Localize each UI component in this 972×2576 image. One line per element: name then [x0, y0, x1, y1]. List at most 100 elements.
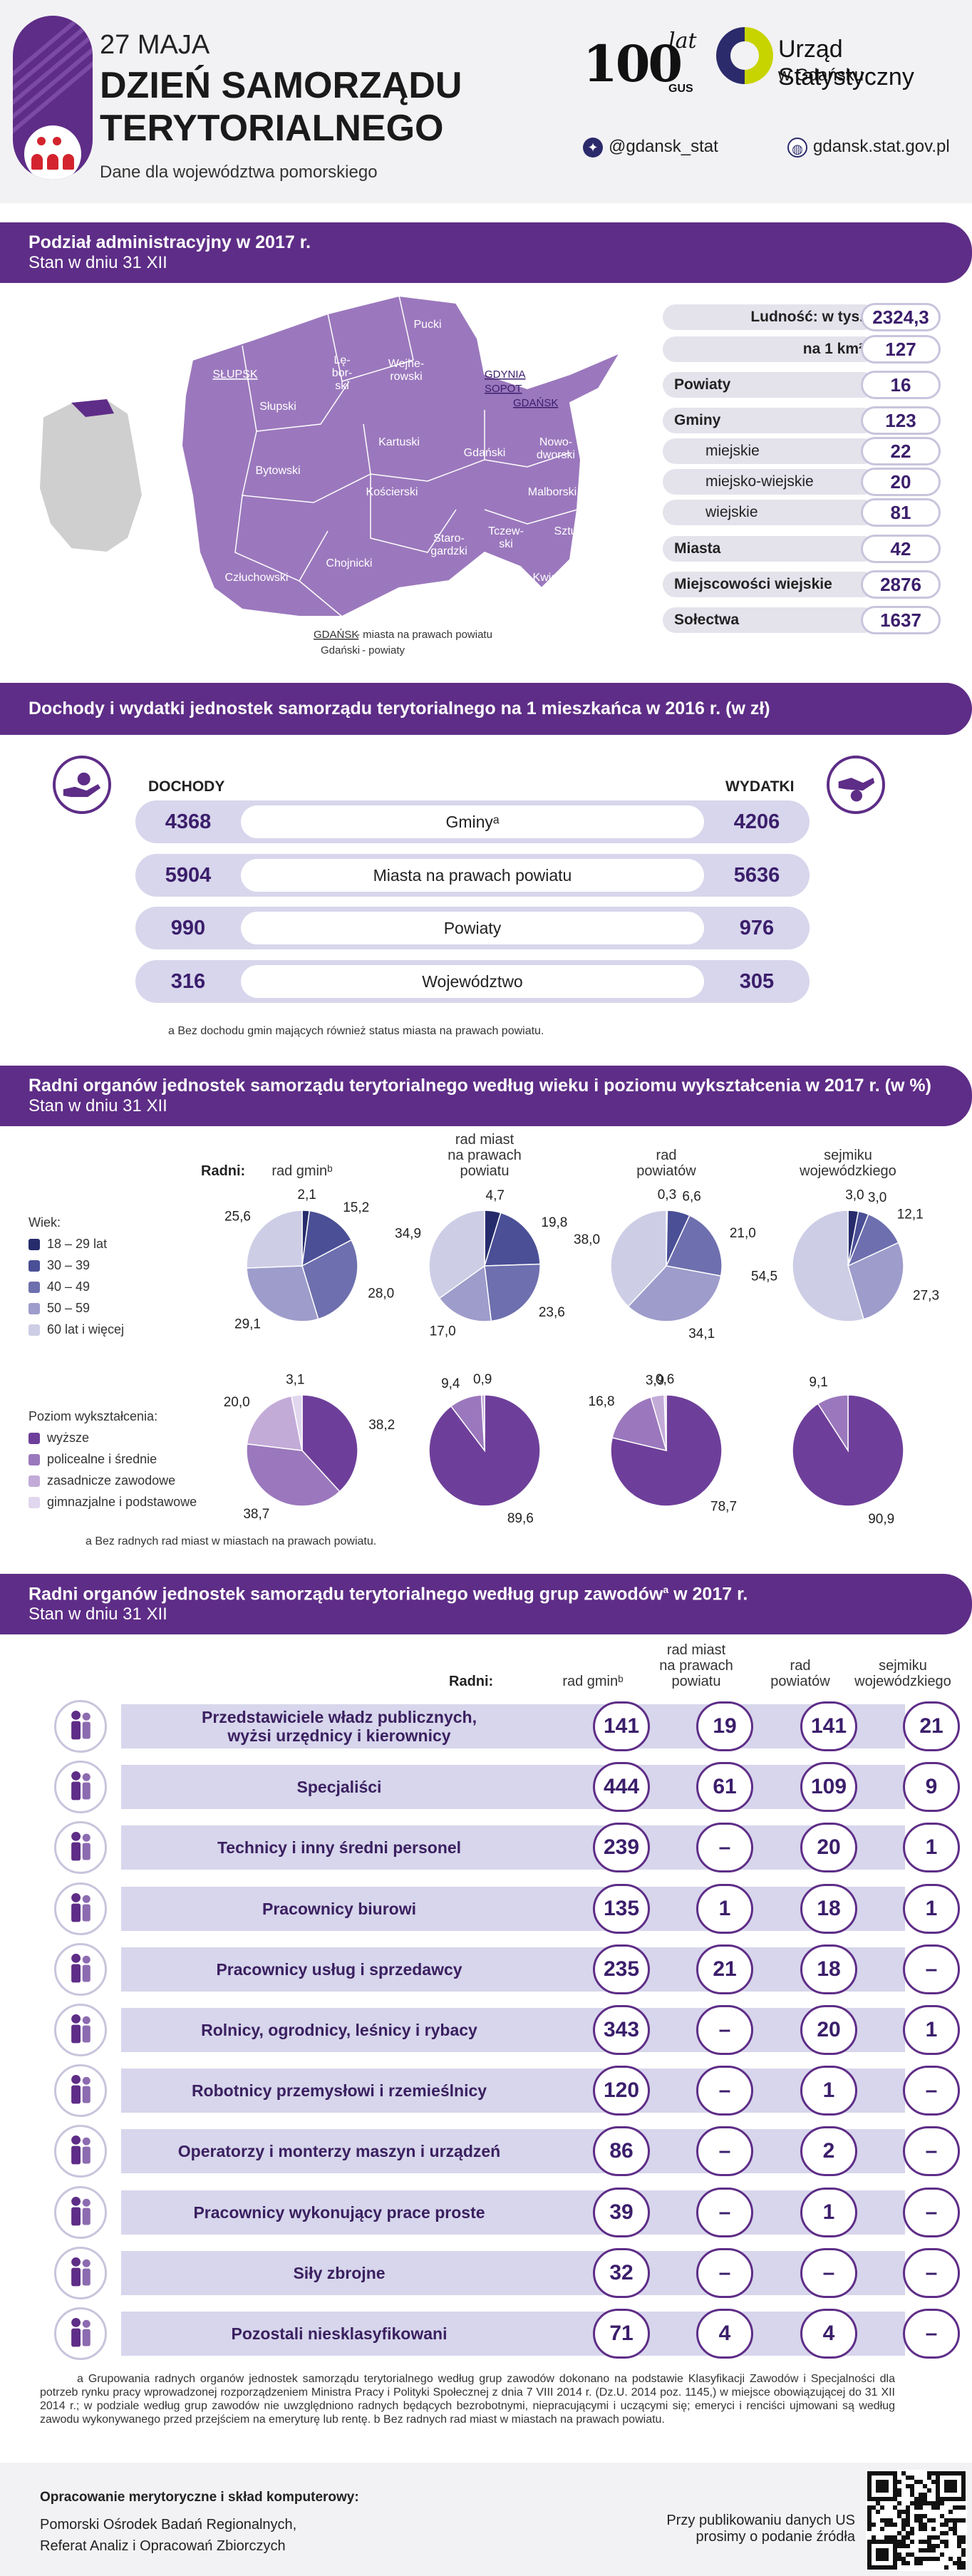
pie-slice — [301, 1394, 358, 1493]
pie-slice — [428, 1210, 485, 1299]
svg-text:bor-: bor- — [332, 367, 352, 379]
pie-value-label: 9,4 — [441, 1376, 460, 1391]
legend-label: gimnazjalne i podstawowe — [47, 1495, 197, 1509]
occupation-value: – — [903, 2066, 960, 2116]
voivodeship-shape — [180, 294, 622, 617]
expense-value: 305 — [739, 970, 775, 993]
occupation-value: – — [903, 2126, 960, 2177]
legend-item: gimnazjalne i podstawowe — [29, 1491, 197, 1513]
age-legend: Wiek: 18 – 29 lat 30 – 39 40 – 49 50 – 59 60… — [29, 1212, 124, 1340]
qr-code[interactable] — [866, 2470, 967, 2571]
occupation-value: 141 — [800, 1701, 857, 1751]
pie-value-label: 2,1 — [297, 1187, 316, 1202]
stat-label: miejsko-wiejskie — [663, 469, 877, 495]
occupation-bar — [121, 2312, 905, 2356]
occupation-column-head: sejmiku wojewódzkiego — [854, 1658, 951, 1689]
pie-slice — [847, 1242, 904, 1320]
occupation-person-icon — [54, 1821, 107, 1875]
occupation-row: Przedstawiciele władz publicznych, wyżsi… — [54, 1700, 960, 1753]
pie-slice — [665, 1215, 723, 1277]
legend-swatch — [29, 1303, 40, 1315]
occupation-row: Specjaliści 444 61 109 9 — [54, 1761, 960, 1814]
legend-swatch — [29, 1239, 40, 1251]
website-link[interactable]: ◍ gdansk.stat.gov.pl — [787, 137, 950, 158]
occupation-value: 1 — [903, 1823, 960, 1873]
council-icon — [21, 123, 84, 180]
pie-slice — [611, 1396, 668, 1452]
occupation-value: 18 — [800, 1883, 857, 1934]
pie-slice — [246, 1210, 303, 1269]
pie-slice — [817, 1394, 849, 1453]
stat-row: Powiaty 16 — [663, 371, 941, 399]
occupation-bar — [121, 1947, 905, 1992]
stat-label: miejskie — [663, 438, 877, 464]
stat-value: 16 — [861, 371, 941, 399]
unit-label: Województwo — [241, 965, 704, 998]
income-heading: DOCHODY — [148, 778, 225, 795]
occupation-bar — [121, 2129, 905, 2174]
pie-value-label: 4,7 — [486, 1188, 505, 1203]
stat-row: wiejskie 81 — [663, 498, 941, 527]
pie-value-label: 0,6 — [656, 1372, 674, 1387]
stat-label: Miasta — [663, 536, 877, 562]
legend-label: 50 – 59 — [47, 1301, 91, 1315]
pie-chart: 89,6 9,4 0,9 — [428, 1372, 541, 1526]
pie-chart: 0,3 6,6 21,0 34,1 38,0 — [574, 1187, 756, 1341]
pie-value-label: 29,1 — [234, 1317, 261, 1331]
map-legend: GDAŃSK - miasta na prawach powiatu Gdańs… — [314, 629, 492, 656]
occupation-person-icon — [54, 2064, 107, 2118]
legend-swatch — [29, 1433, 40, 1445]
unit-label: Miasta na prawach powiatu — [241, 859, 704, 892]
stat-value: 127 — [861, 335, 941, 364]
occupation-value: 21 — [696, 1944, 753, 1994]
occupation-label: Siły zbrojne — [293, 2263, 386, 2282]
pie-chart: 4,7 19,8 23,6 17,0 34,9 — [395, 1188, 567, 1339]
stat-row: Miejscowości wiejskie 2876 — [663, 570, 941, 599]
stat-label: Ludność: w tys. — [663, 304, 877, 330]
pie-value-label: 12,1 — [897, 1207, 924, 1222]
occupation-person-icon — [54, 2185, 107, 2239]
stat-row: Ludność: w tys. 2324,3 — [663, 303, 941, 331]
stat-value: 2876 — [861, 570, 941, 599]
legend-label: policealne i średnie — [47, 1452, 157, 1466]
pie-column-head: rad powiatów — [636, 1148, 696, 1179]
legend-label: 60 lat i więcej — [47, 1322, 125, 1336]
occ-radni-label: Radni: — [449, 1674, 494, 1689]
twitter-link[interactable]: ✦ @gdansk_stat — [583, 137, 718, 158]
expense-hand-icon — [827, 756, 885, 814]
legend-item: policealne i średnie — [29, 1448, 197, 1470]
legend-swatch — [29, 1260, 40, 1272]
pie-value-label: 90,9 — [868, 1512, 894, 1527]
map-label-slupsk: SŁUPSK — [212, 369, 257, 381]
map-label-czluchowski: Człuchowski — [225, 572, 289, 584]
legend-swatch — [29, 1282, 40, 1294]
occupation-bar — [121, 2008, 905, 2052]
occupation-person-icon — [54, 1700, 107, 1753]
occupation-value: – — [696, 2126, 753, 2177]
occupation-value: 32 — [593, 2247, 650, 2298]
occupation-value: 1 — [903, 2005, 960, 2055]
pie-value-label: 3,1 — [286, 1372, 304, 1387]
svg-text:ski: ski — [549, 584, 563, 597]
pie-value-label: 23,6 — [539, 1305, 565, 1320]
occupation-footnote: a Grupowania radnych organów jednostek s… — [40, 2373, 895, 2426]
occupation-person-icon — [54, 2125, 107, 2178]
pie-column-head: sejmiku wojewódzkiego — [800, 1148, 896, 1179]
map-label-gdynia: GDYNIA — [485, 369, 526, 381]
stat-value: 42 — [861, 535, 941, 563]
occupation-row: Pracownicy wykonujący prace proste 39–1– — [54, 2185, 960, 2239]
expense-value: 4206 — [733, 810, 780, 833]
footer-heading: Opracowanie merytoryczne i skład kompute… — [40, 2490, 359, 2505]
pie-value-label: 89,6 — [507, 1511, 534, 1526]
stat-row: Gminy 123 — [663, 406, 941, 435]
occupation-person-icon — [54, 1882, 107, 1935]
stat-row: Sołectwa 1637 — [663, 606, 941, 634]
occupation-label: Robotnicy przemysłowi i rzemieślnicy — [191, 2081, 487, 2101]
legend-county-text: - powiaty — [362, 644, 405, 656]
legend-county-name: Gdański — [321, 644, 360, 656]
occupation-value: 235 — [593, 1944, 650, 1994]
legend-item: 40 – 49 — [29, 1276, 124, 1297]
unit-label: Powiaty — [241, 912, 704, 944]
legend-item: wyższe — [29, 1427, 197, 1448]
pie-slice — [480, 1394, 485, 1451]
